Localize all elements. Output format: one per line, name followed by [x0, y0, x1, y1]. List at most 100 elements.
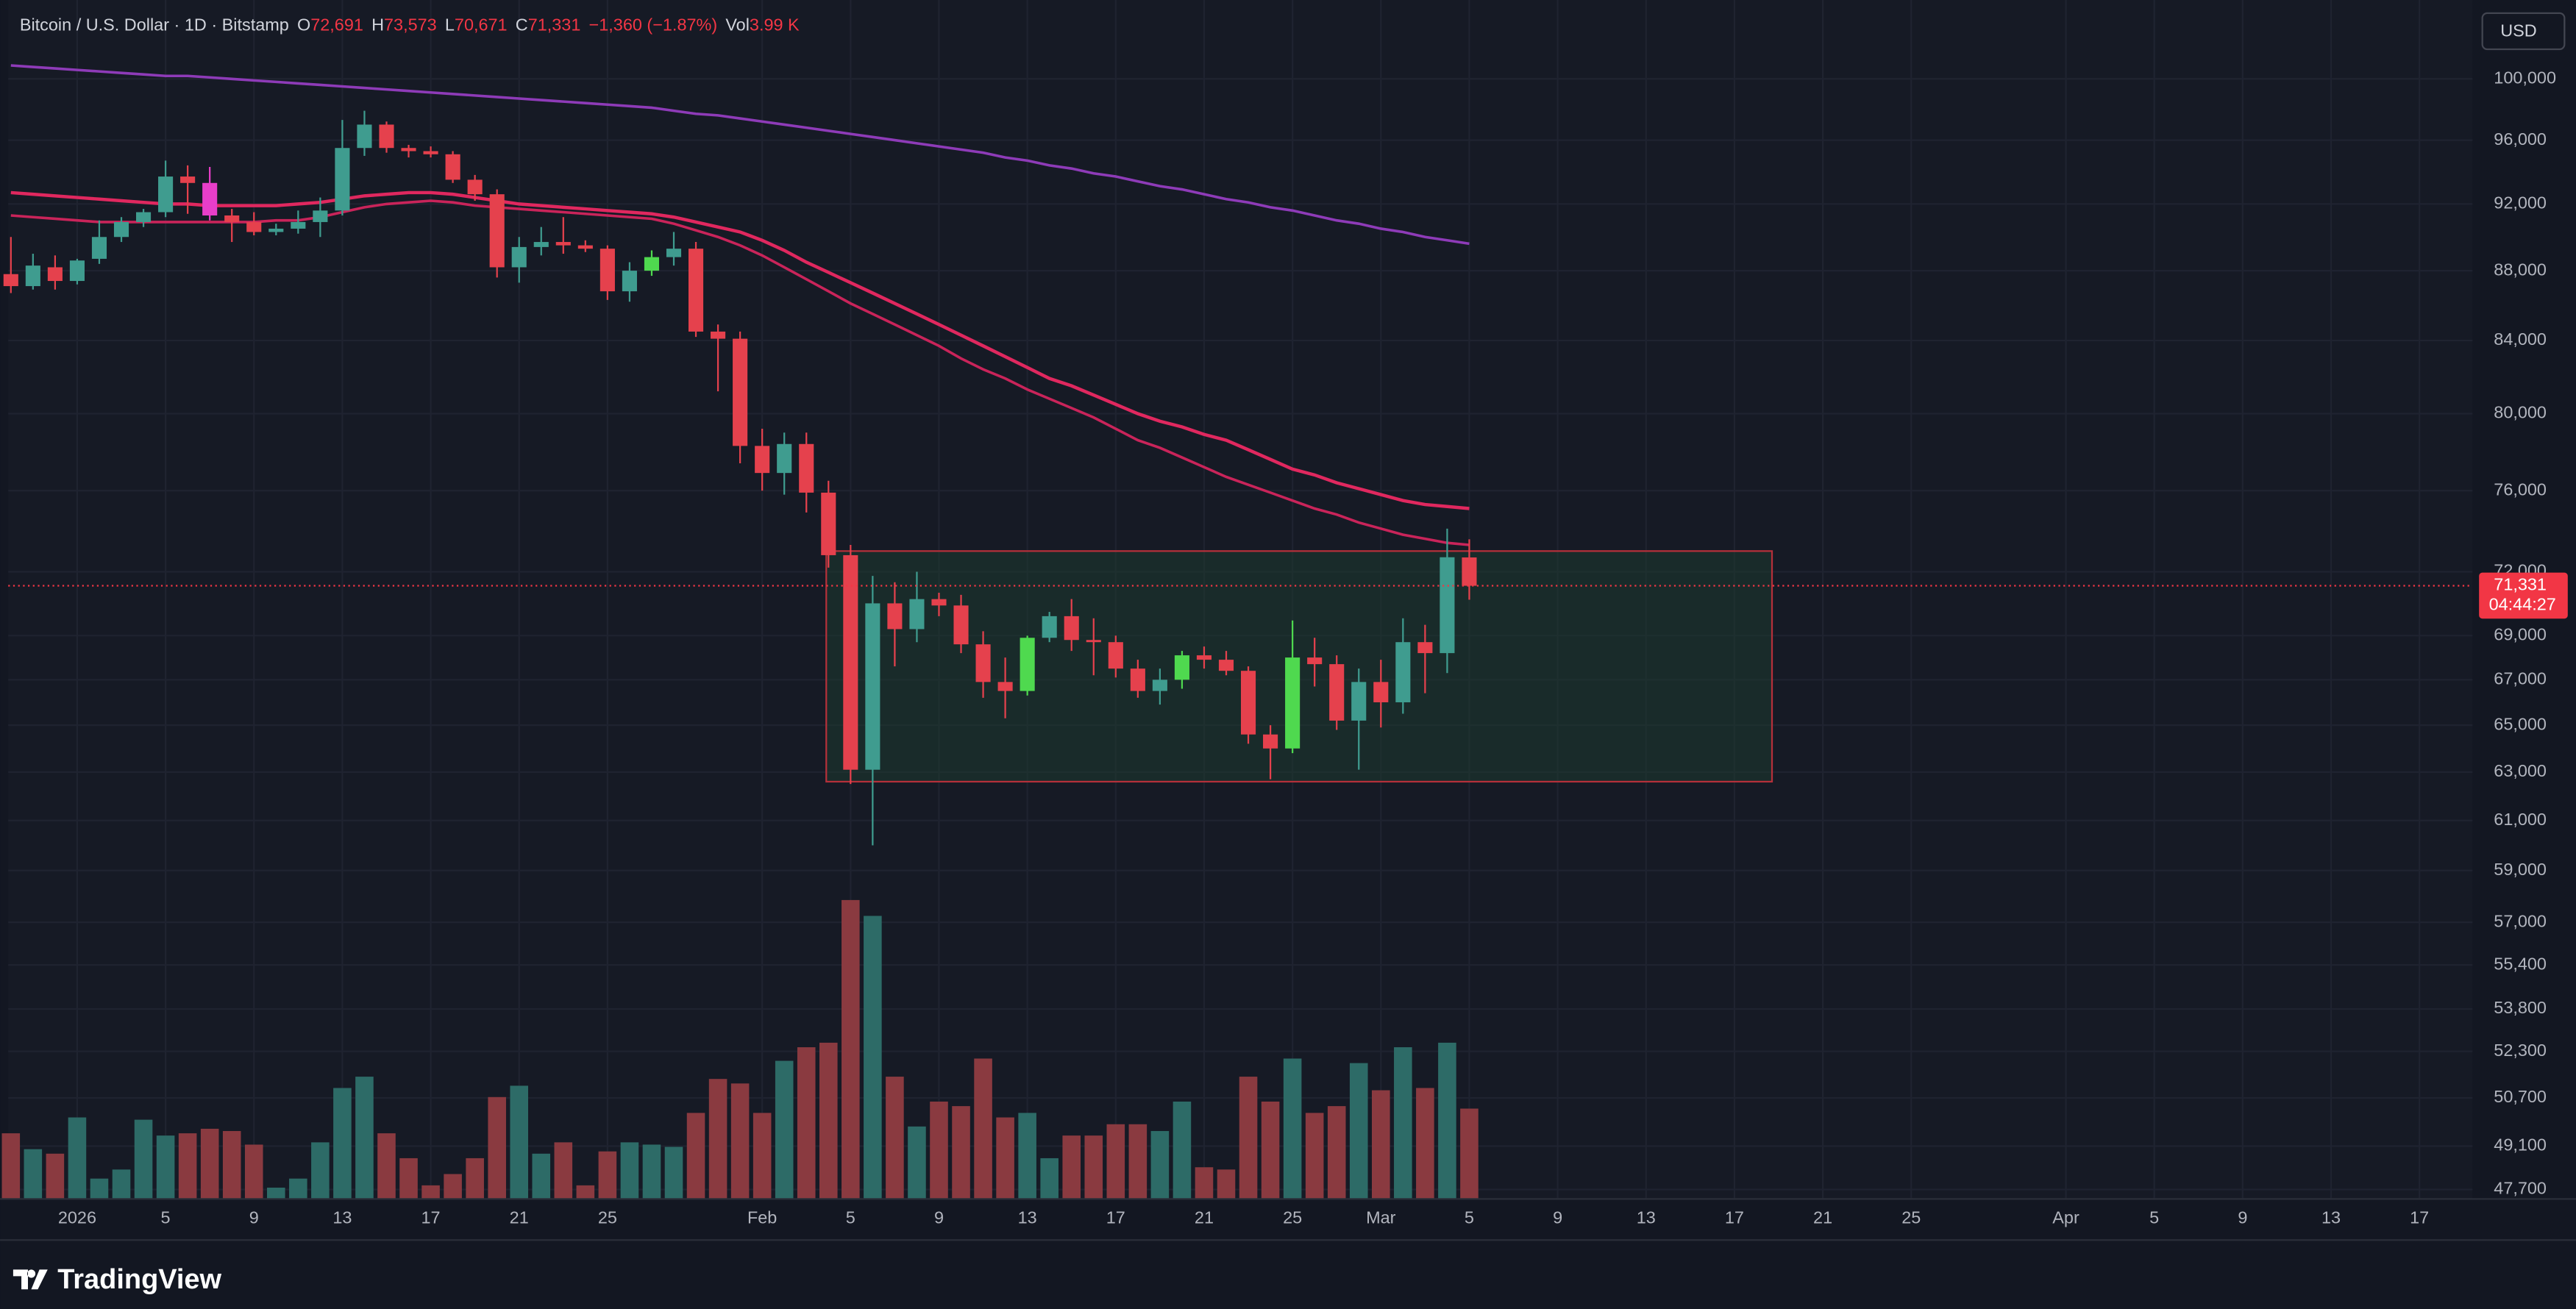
volume-bar [708, 1079, 727, 1199]
y-tick-label: 61,000 [2494, 810, 2547, 829]
y-tick-label: 80,000 [2494, 403, 2547, 422]
candle-body [47, 267, 63, 282]
x-tick-label: 5 [846, 1208, 855, 1227]
y-tick-label: 47,700 [2494, 1179, 2547, 1198]
candle-body [423, 151, 438, 154]
volume-bar [1460, 1108, 1479, 1199]
volume-bar [1239, 1077, 1258, 1199]
candle-body [711, 331, 726, 339]
price-countdown: 04:44:27 [2489, 595, 2556, 614]
candle-body [799, 443, 814, 493]
x-tick-label: 17 [1725, 1208, 1744, 1227]
candle-body [180, 176, 196, 183]
candle-body [1042, 616, 1057, 638]
volume-bar [355, 1077, 374, 1199]
candle-body [224, 215, 240, 222]
volume-bar [576, 1185, 595, 1199]
volume-bar [1128, 1124, 1148, 1199]
volume-bar [1217, 1169, 1236, 1199]
header-item: 3.99 K [750, 15, 800, 35]
volume-bar [930, 1101, 948, 1199]
candle-body [135, 212, 152, 222]
header-item: H [371, 15, 384, 35]
volume-bar [244, 1144, 263, 1199]
y-tick-label: 92,000 [2494, 193, 2547, 213]
header-item: Bitcoin / U.S. Dollar · 1D · Bitstamp [20, 15, 289, 35]
volume-layer [1, 899, 1479, 1199]
y-tick-label: 67,000 [2494, 669, 2547, 688]
volume-bar [598, 1151, 617, 1199]
candle-body [291, 221, 306, 229]
header-item: −1,360 (−1.87%) [589, 15, 718, 35]
header-item: 70,671 [455, 15, 508, 35]
last-price-label: 71,331 [2494, 575, 2547, 594]
volume-bar [333, 1088, 352, 1199]
y-tick-label: 57,000 [2494, 911, 2547, 930]
volume-bar [68, 1117, 87, 1199]
volume-bar [797, 1047, 816, 1199]
candle-body [445, 154, 460, 180]
candle-body [1417, 642, 1433, 654]
volume-bar [90, 1178, 109, 1199]
candle-body [1174, 655, 1189, 680]
volume-bar [178, 1133, 197, 1199]
volume-bar [642, 1144, 661, 1199]
candle-body [1218, 660, 1234, 671]
volume-bar [775, 1060, 794, 1199]
x-tick-label: 5 [161, 1208, 171, 1227]
volume-bar [289, 1178, 307, 1199]
x-tick-label: 13 [332, 1208, 352, 1227]
candle-body [887, 603, 903, 629]
candle-body [865, 603, 880, 770]
volume-bar [222, 1130, 241, 1199]
header-item: L [445, 15, 455, 35]
currency-button[interactable]: USD [2481, 12, 2566, 51]
volume-bar [1084, 1135, 1103, 1199]
x-tick-label: 9 [934, 1208, 944, 1227]
candle-body [953, 605, 969, 645]
volume-bar [1261, 1101, 1280, 1199]
candle-body [313, 210, 328, 222]
volume-bar [1305, 1113, 1324, 1199]
ma-line [10, 190, 1470, 510]
volume-bar [730, 1083, 750, 1199]
candle-body [202, 182, 218, 215]
volume-bar [377, 1133, 396, 1199]
candle-body [379, 124, 394, 149]
volume-bar [421, 1185, 440, 1199]
candle-body [268, 228, 284, 232]
volume-bar [686, 1113, 705, 1199]
y-tick-label: 96,000 [2494, 129, 2547, 149]
candle-body [91, 237, 107, 259]
brand: TradingView [13, 1264, 222, 1295]
x-tick-label: Mar [1366, 1208, 1396, 1227]
y-tick-label: 76,000 [2494, 479, 2547, 499]
currency-button-label[interactable]: USD [2500, 21, 2536, 40]
candle-body [1130, 668, 1145, 691]
x-tick-label: 25 [1901, 1208, 1921, 1227]
currency-button-frame[interactable] [2481, 12, 2566, 51]
volume-bar [24, 1149, 43, 1199]
volume-bar [156, 1135, 175, 1199]
candle-body [1395, 642, 1411, 703]
brand-name: TradingView [57, 1264, 221, 1295]
volume-bar [1372, 1090, 1390, 1199]
candle-body [909, 599, 925, 629]
candle-body [975, 644, 991, 682]
volume-bar [1018, 1113, 1036, 1199]
volume-bar [444, 1174, 462, 1199]
volume-bar [819, 1042, 838, 1199]
candle-body [599, 249, 615, 292]
candle-body [997, 682, 1013, 691]
candle-body [1064, 616, 1079, 641]
candle-body [69, 260, 85, 282]
x-tick-label: 9 [1553, 1208, 1562, 1227]
y-tick-label: 53,800 [2494, 998, 2547, 1017]
candle-body [1285, 657, 1301, 749]
volume-bar [1150, 1130, 1170, 1199]
candle-body [1373, 682, 1389, 703]
volume-bar [112, 1169, 131, 1199]
x-tick-label: 21 [1813, 1208, 1832, 1227]
header-item: 72,691 [310, 15, 363, 35]
